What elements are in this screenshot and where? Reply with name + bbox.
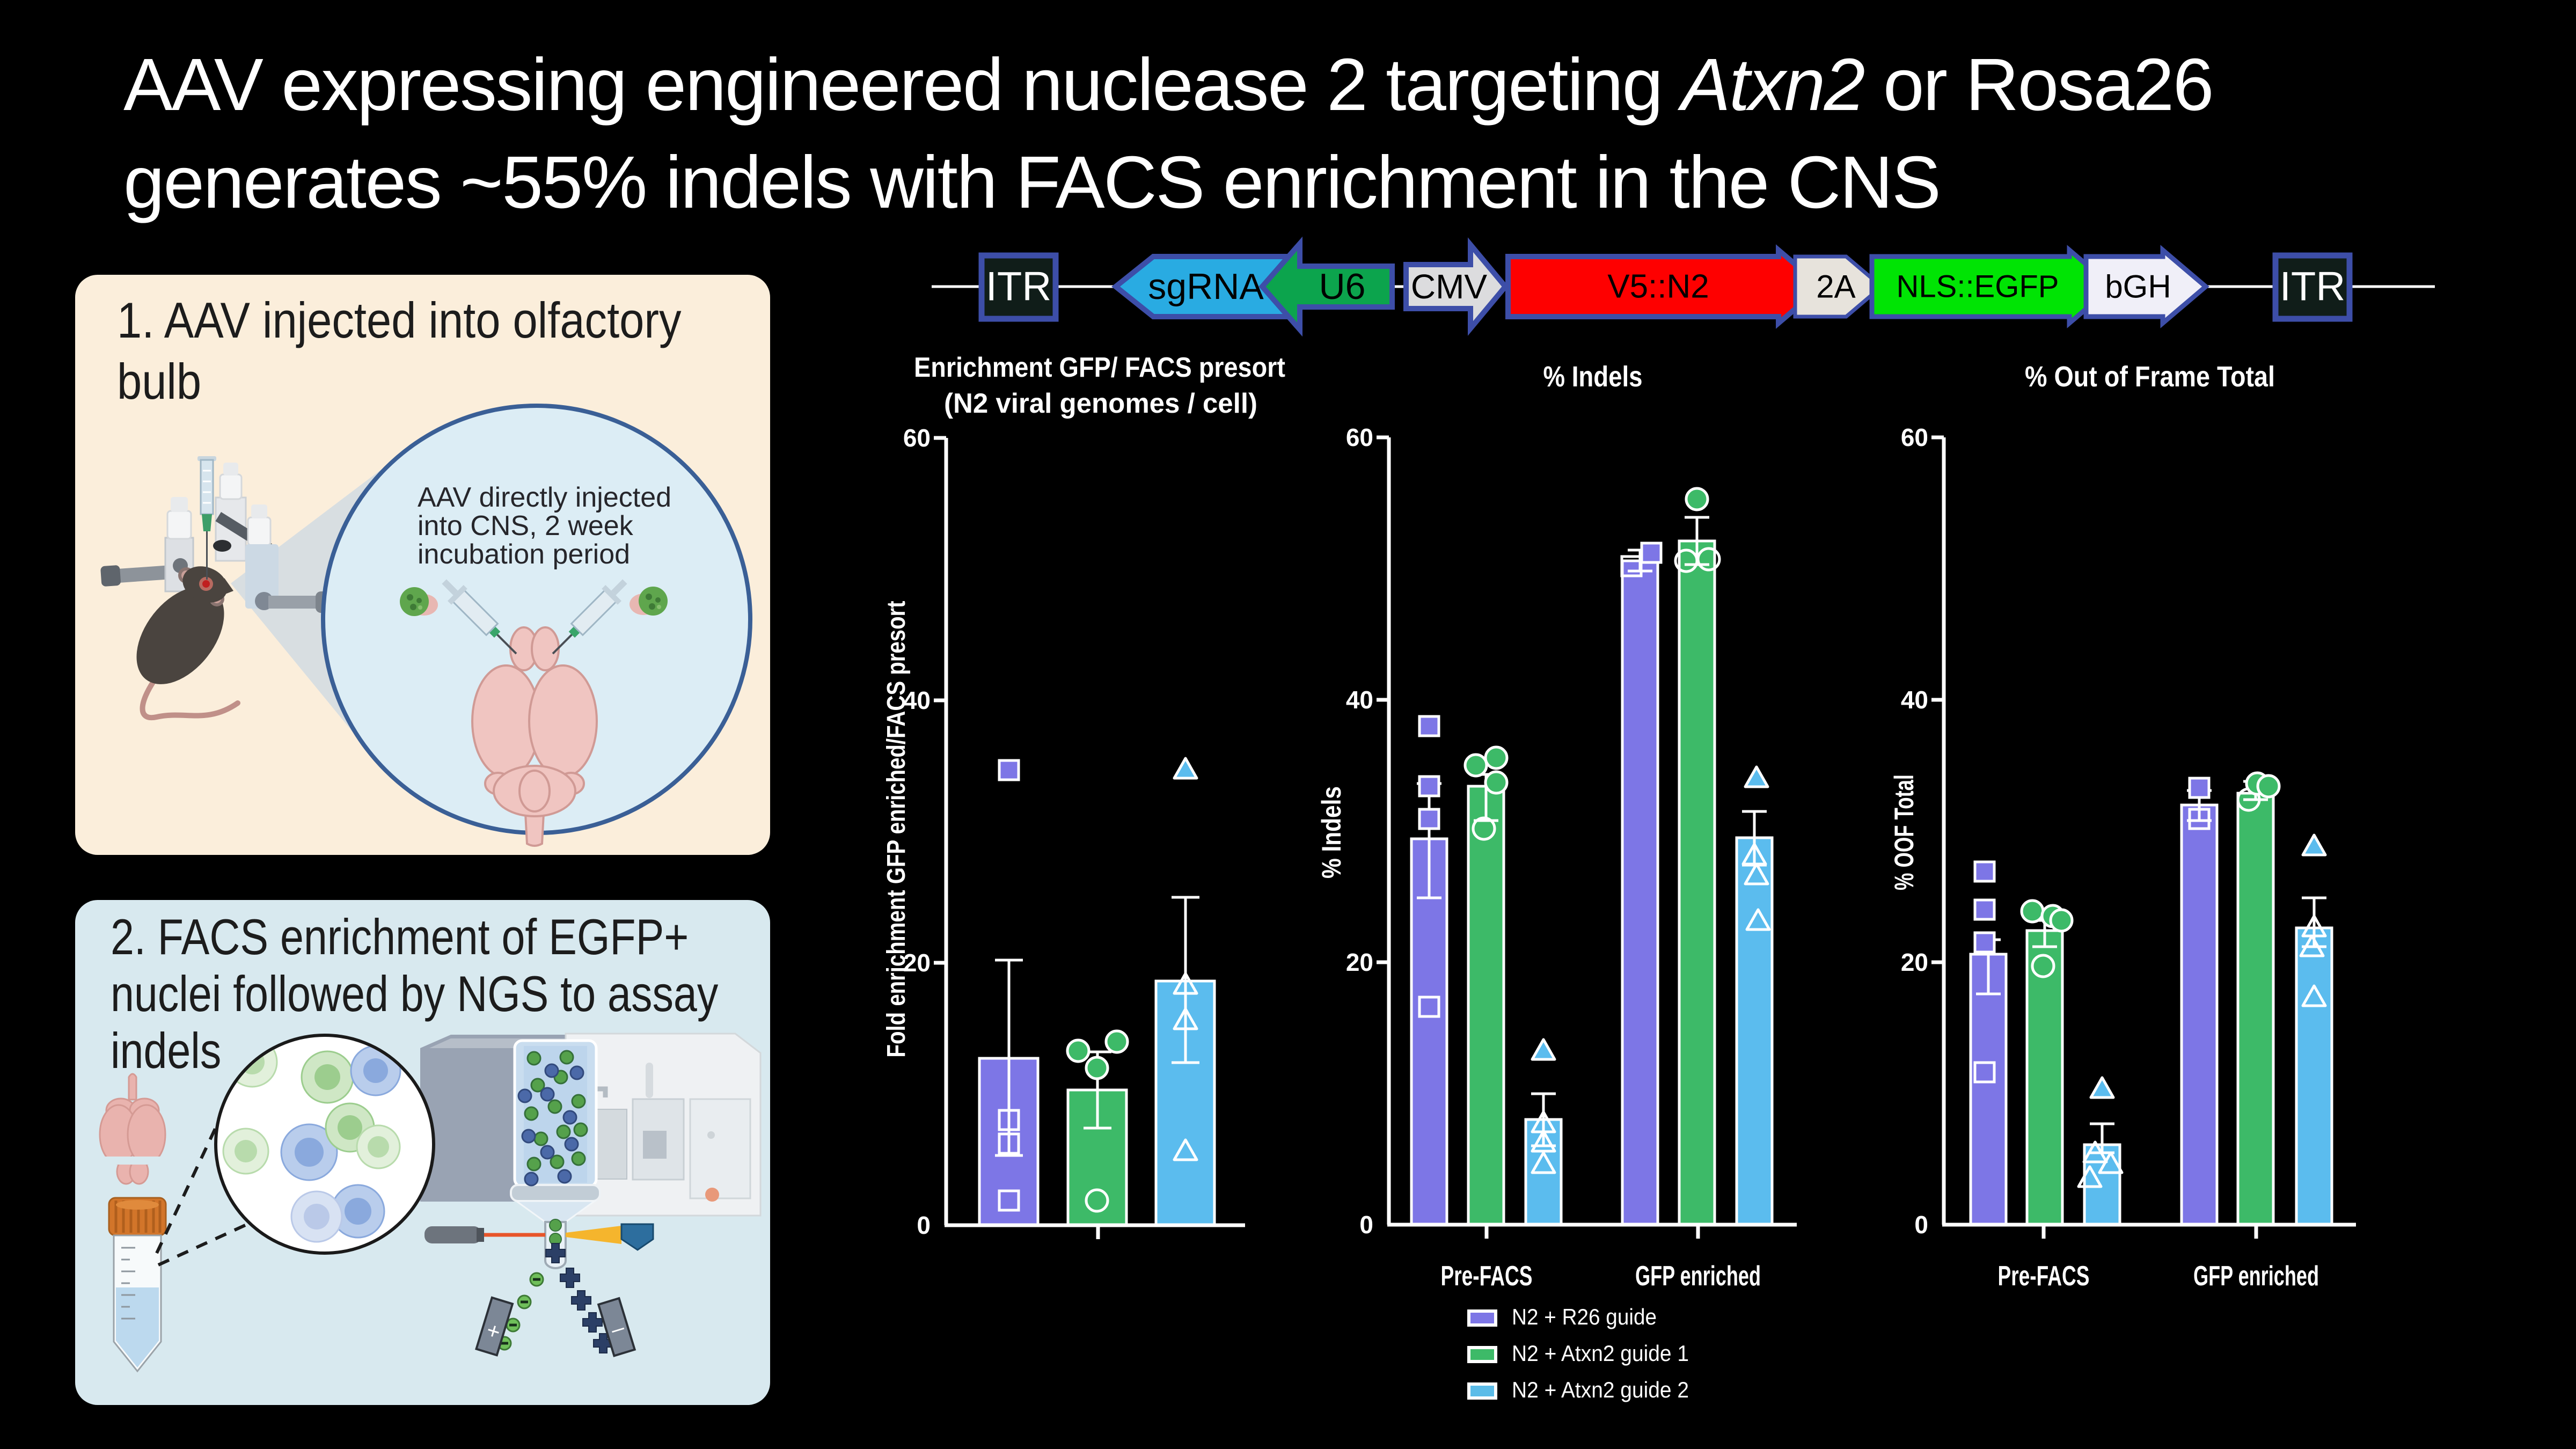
svg-text:40: 40 <box>903 686 931 714</box>
svg-text:0: 0 <box>1914 1211 1928 1239</box>
svg-text:60: 60 <box>903 424 931 452</box>
svg-text:CMV: CMV <box>1411 267 1488 306</box>
svg-text:% Out of Frame Total: % Out of Frame Total <box>2025 361 2275 393</box>
svg-text:% OOF Total: % OOF Total <box>1889 774 1919 890</box>
svg-text:20: 20 <box>1346 948 1373 976</box>
svg-text:U6: U6 <box>1319 266 1366 307</box>
svg-text:60: 60 <box>1346 423 1373 451</box>
svg-text:GFP enriched: GFP enriched <box>2193 1261 2319 1292</box>
svg-text:ITR: ITR <box>986 264 1051 310</box>
svg-text:60: 60 <box>1901 423 1928 451</box>
svg-text:GFP enriched: GFP enriched <box>1635 1261 1761 1292</box>
svg-text:0: 0 <box>1359 1211 1373 1239</box>
svg-text:20: 20 <box>1901 948 1928 976</box>
svg-text:V5::N2: V5::N2 <box>1607 268 1709 305</box>
svg-text:40: 40 <box>1901 686 1928 714</box>
svg-text:% Indels: % Indels <box>1543 361 1643 393</box>
svg-text:N2 + Atxn2 guide 2: N2 + Atxn2 guide 2 <box>1512 1377 1689 1402</box>
svg-text:AAV directly injected: AAV directly injected <box>418 482 671 513</box>
svg-text:NLS::EGFP: NLS::EGFP <box>1897 269 2059 304</box>
svg-text:0: 0 <box>917 1211 931 1239</box>
svg-text:N2 + Atxn2 guide 1: N2 + Atxn2 guide 1 <box>1512 1341 1689 1366</box>
svg-text:into CNS, 2 week: into CNS, 2 week <box>418 510 634 541</box>
svg-text:Pre-FACS: Pre-FACS <box>1441 1261 1533 1292</box>
svg-text:incubation period: incubation period <box>418 539 630 570</box>
svg-text:% Indels: % Indels <box>1316 786 1346 879</box>
svg-text:bGH: bGH <box>2105 269 2171 305</box>
svg-text:ITR: ITR <box>2280 264 2345 310</box>
svg-text:20: 20 <box>903 949 931 977</box>
svg-text:40: 40 <box>1346 686 1373 714</box>
svg-text:Pre-FACS: Pre-FACS <box>1998 1261 2090 1292</box>
svg-text:sgRNA: sgRNA <box>1148 266 1264 307</box>
svg-text:(N2 viral genomes / cell): (N2 viral genomes / cell) <box>944 388 1257 419</box>
svg-text:Enrichment GFP/ FACS presort: Enrichment GFP/ FACS presort <box>914 352 1285 383</box>
svg-text:Fold enrichment GFP enriched/F: Fold enrichment GFP enriched/FACS presor… <box>882 601 911 1057</box>
svg-text:N2 + R26 guide: N2 + R26 guide <box>1512 1304 1657 1329</box>
svg-text:2A: 2A <box>1816 269 1855 305</box>
